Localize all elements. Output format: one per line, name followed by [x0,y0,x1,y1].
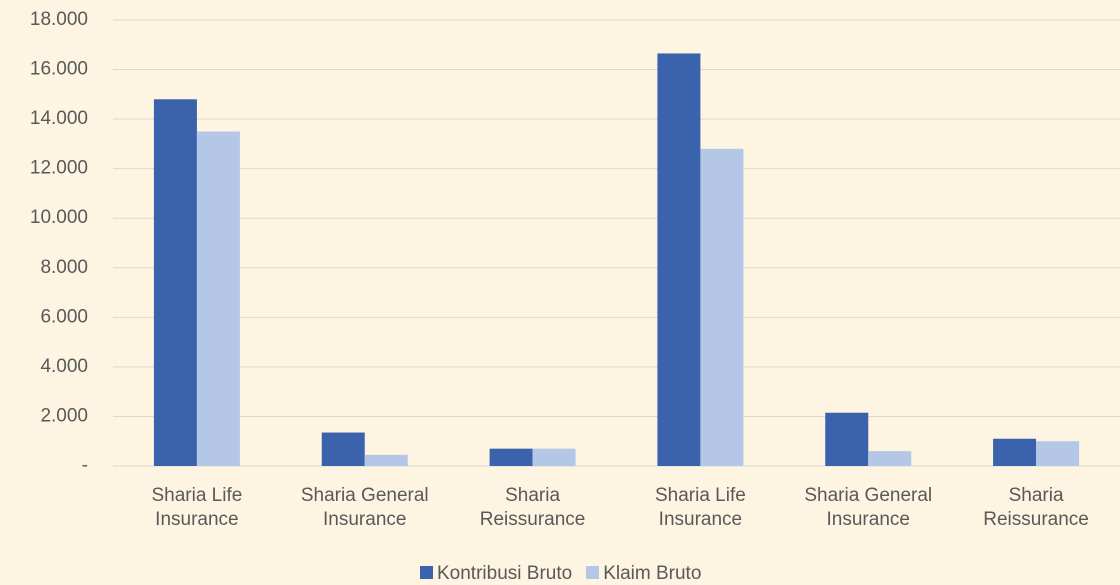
y-tick-label: 4.000 [40,356,88,377]
legend-label: Klaim Bruto [603,563,702,584]
legend-item: Kontribusi Bruto [420,563,572,584]
bar [700,148,744,466]
y-tick-label: 8.000 [40,257,88,278]
bar [321,432,365,466]
x-tick-label: Sharia Life Insurance [654,485,746,530]
x-tick-label: Sharia Reissurance [479,485,586,530]
legend: Kontribusi Bruto Klaim Bruto [420,563,715,585]
y-tick-label: 16.000 [30,59,88,80]
y-tick-label: 6.000 [40,306,88,327]
y-tick-label: 18.000 [30,9,88,30]
bar [196,131,240,466]
y-tick-label: 10.000 [30,207,88,228]
bar [657,53,701,466]
legend-label: Kontribusi Bruto [437,563,573,584]
bar [532,448,576,466]
y-tick-label: 12.000 [30,158,88,179]
y-tick-label: - [82,455,88,476]
y-tick-label: 14.000 [30,108,88,129]
bar [153,99,197,467]
bar [868,451,912,466]
x-tick-label: Sharia Life Insurance [151,485,243,530]
bar [364,454,408,466]
legend-item: Klaim Bruto [586,563,701,584]
x-tick-label: Sharia Reissurance [983,485,1089,530]
legend-swatch [420,566,433,579]
bar [1036,441,1080,466]
y-tick-label: 2.000 [40,405,88,426]
bar [993,438,1037,466]
x-tick-label: Sharia General Insurance [804,485,933,530]
bar [825,412,869,466]
legend-swatch [586,566,600,579]
x-tick-label: Sharia General Insurance [300,485,429,530]
bar [489,448,533,466]
